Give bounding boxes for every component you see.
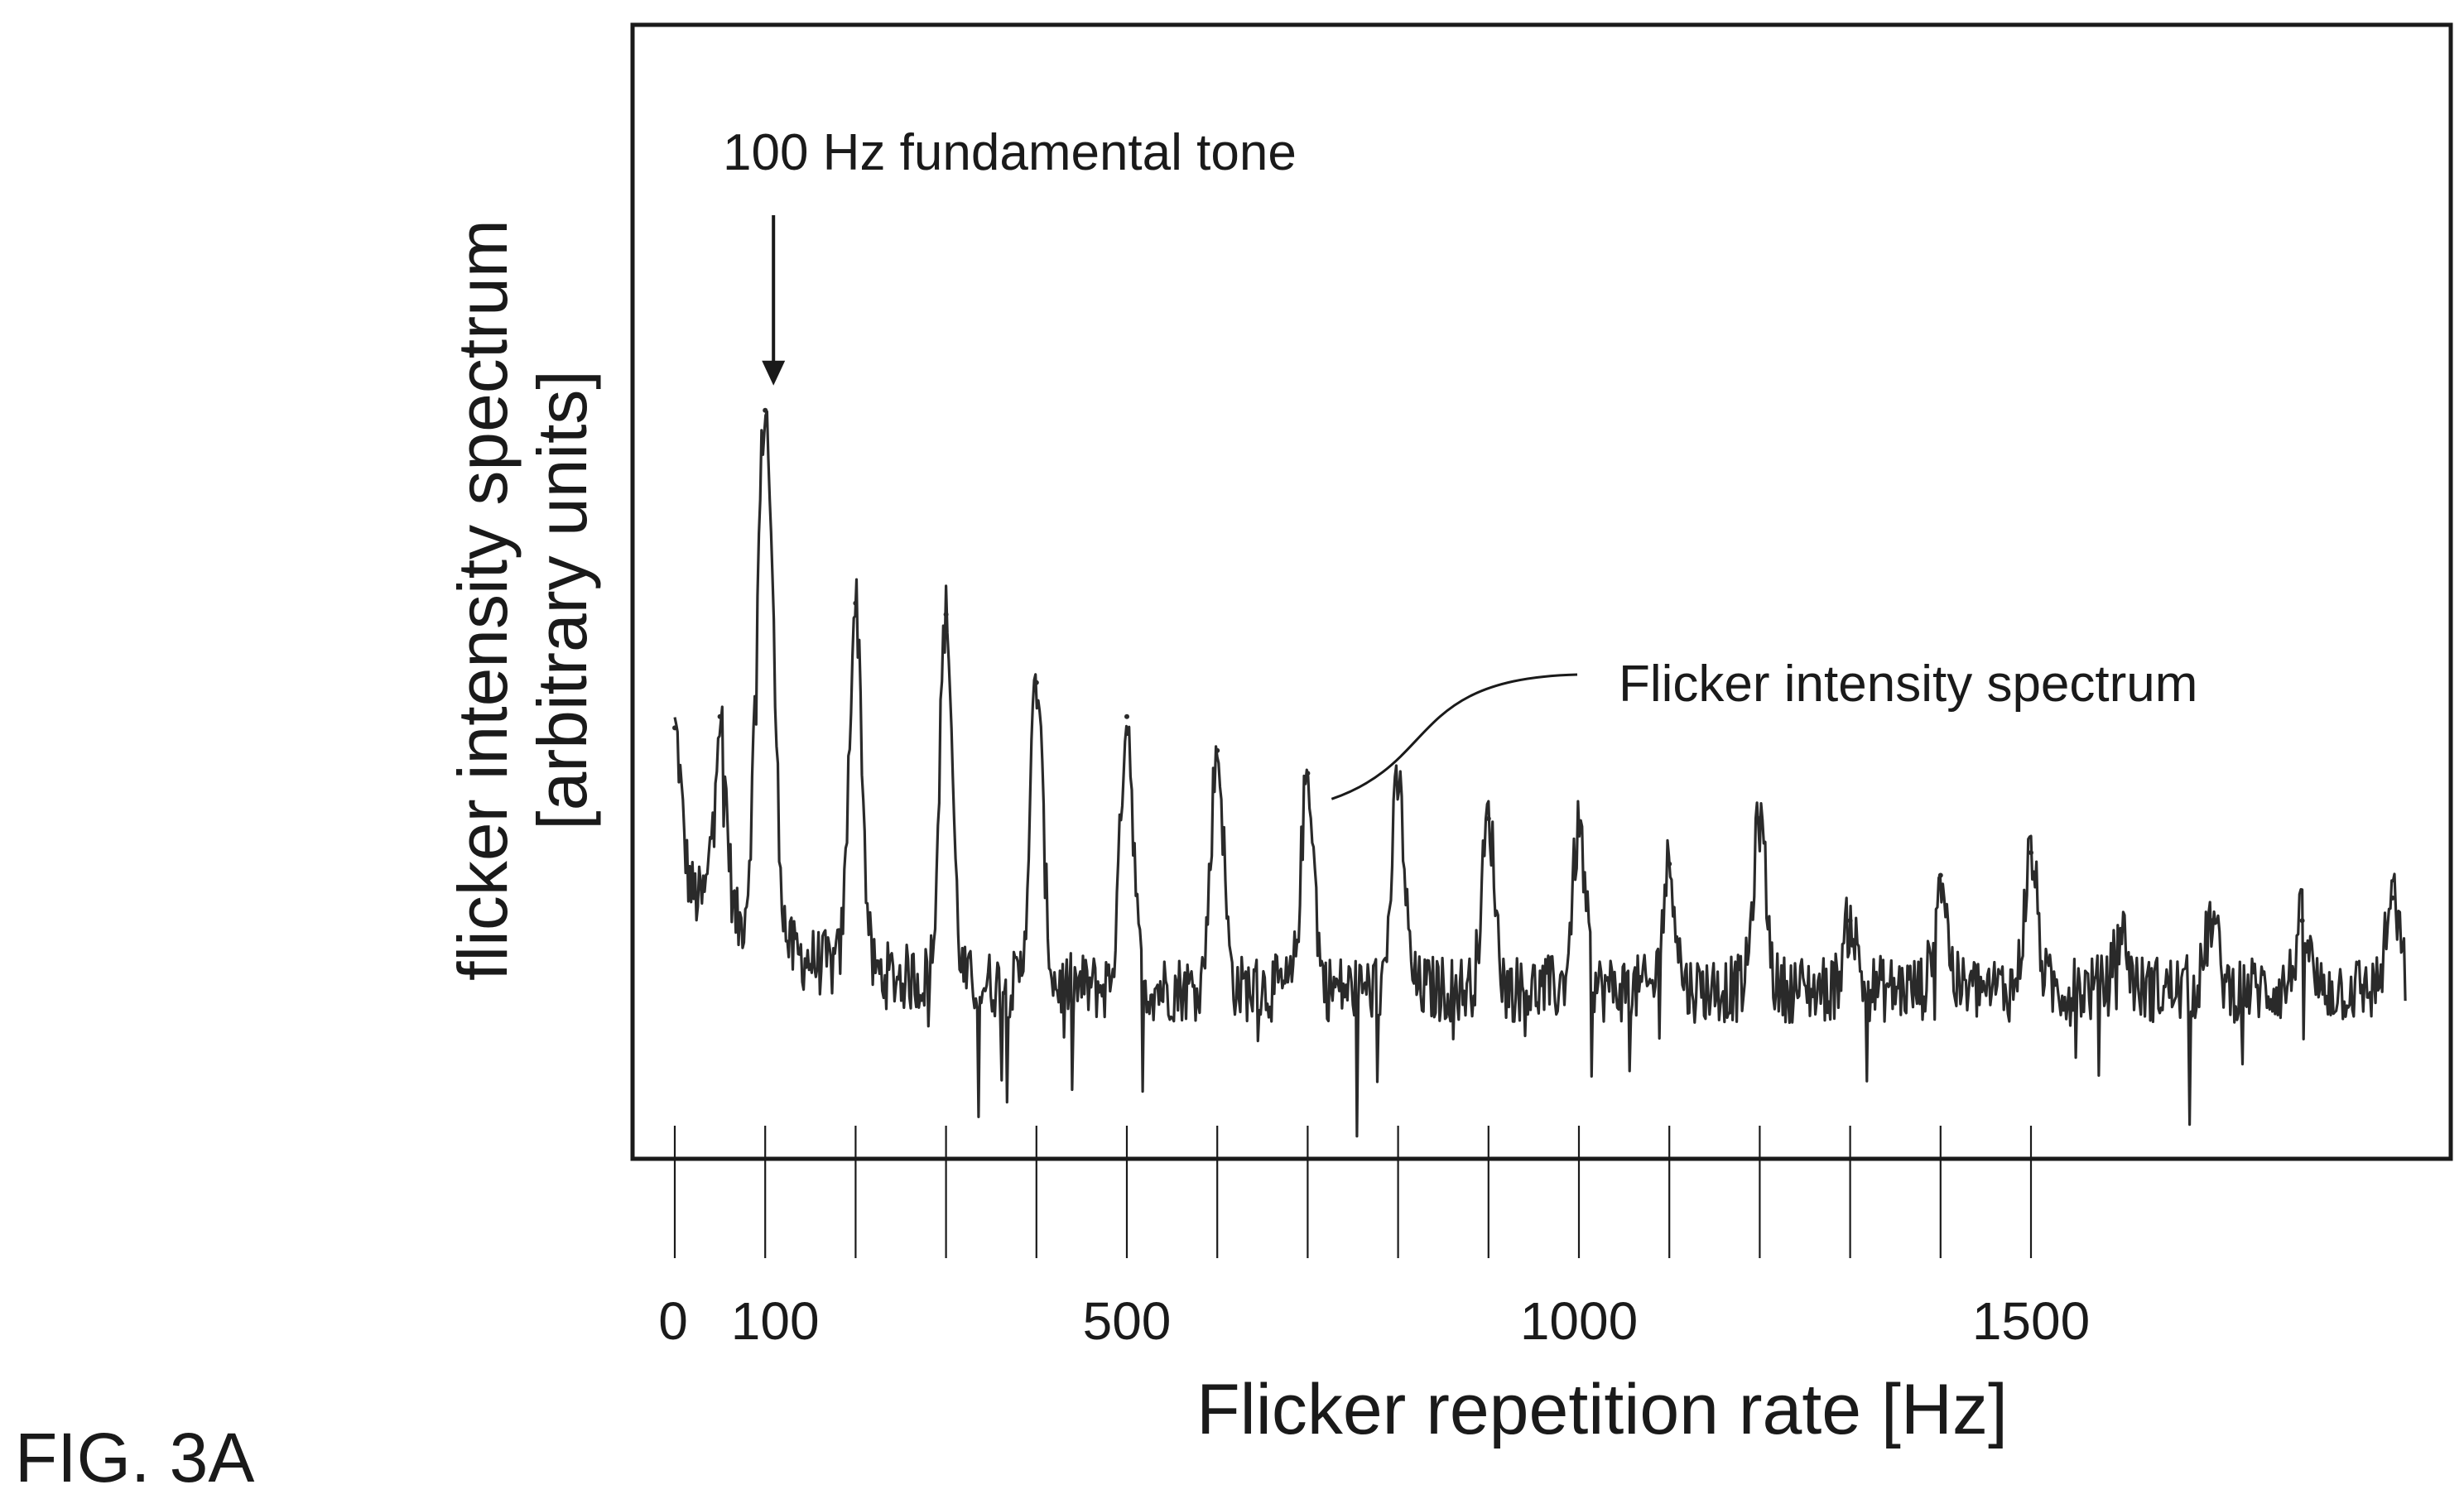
spectrum-trace — [673, 410, 2407, 1138]
peak-1900hz — [2389, 895, 2395, 901]
peak-100hz — [763, 407, 768, 413]
peak-1400hz — [1937, 872, 1943, 878]
plot-border — [630, 22, 2453, 1161]
peak-1500hz — [2028, 850, 2033, 856]
x-axis-ticks: 0 100 500 1000 1500 — [658, 1126, 2090, 1351]
x-tick-label-1500: 1500 — [1972, 1291, 2090, 1351]
peak-500hz — [1124, 713, 1129, 719]
peak-800hz — [1395, 781, 1401, 787]
x-axis-label: Flicker repetition rate [Hz] — [1196, 1370, 2008, 1449]
annotations: 100 Hz fundamental tone Flicker intensity… — [723, 124, 2197, 800]
x-tick-label-500: 500 — [1083, 1291, 1172, 1351]
fundamental-tone-label: 100 Hz fundamental tone — [723, 124, 1297, 181]
peak-1100hz — [1667, 861, 1672, 867]
peak-1800hz — [2299, 918, 2305, 924]
x-tick-label-0: 0 — [658, 1291, 688, 1351]
peak-1300hz — [1847, 918, 1853, 924]
spectrum-line — [673, 410, 2407, 1138]
fundamental-arrow-head — [762, 360, 786, 386]
peak-1200hz — [1757, 816, 1763, 821]
peak-1000hz — [1576, 827, 1581, 833]
spectrum-leader-line — [1331, 673, 1578, 800]
peak-300hz — [943, 612, 949, 617]
peak-600hz — [1215, 747, 1220, 753]
peak-1700hz — [2209, 918, 2215, 924]
x-tick-label-100: 100 — [731, 1291, 820, 1351]
harmonic-peaks — [672, 407, 2395, 934]
plot-frame — [630, 22, 2453, 1161]
figure-label: FIG. 3A — [15, 1419, 254, 1497]
peak-0hz — [672, 725, 677, 731]
peak-1600hz — [2119, 930, 2125, 934]
peak-200hz — [853, 600, 859, 606]
x-tick-label-1000: 1000 — [1520, 1291, 1638, 1351]
peak-900hz — [1485, 816, 1491, 821]
y-axis-label-line1: flicker intensity spectrum — [444, 219, 522, 981]
y-axis-label-line2: [arbitrary units] — [523, 370, 601, 830]
peak-700hz — [1305, 771, 1311, 776]
spectrum-label: Flicker intensity spectrum — [1619, 656, 2197, 713]
peak-50hz — [717, 713, 723, 719]
peak-400hz — [1033, 680, 1039, 685]
